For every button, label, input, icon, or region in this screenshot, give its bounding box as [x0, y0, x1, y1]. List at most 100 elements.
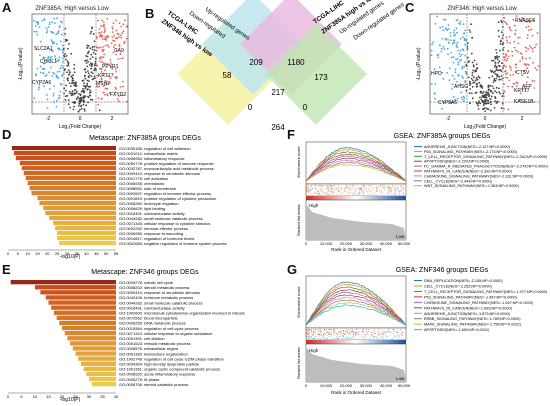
- volcano-point: [58, 47, 61, 50]
- volcano-point: [443, 48, 446, 51]
- bar: [70, 341, 116, 346]
- volcano-point: [507, 108, 510, 111]
- volcano-point: [496, 73, 498, 76]
- volcano-point: [516, 85, 518, 87]
- volcano-point: [497, 29, 500, 32]
- volcano-point: [459, 60, 461, 62]
- volcano-point: [441, 37, 444, 40]
- enrichment-curve: [305, 162, 407, 182]
- volcano-point: [494, 90, 496, 93]
- volcano-point: [33, 97, 36, 100]
- volcano-point: [501, 21, 503, 24]
- volcano-point: [513, 83, 516, 85]
- volcano-point: [489, 69, 492, 72]
- volcano-point: [46, 94, 48, 96]
- legend-entry: ERBB_SIGNALING_PATHWAY(NES=-1.789;NP=0.0…: [424, 317, 521, 321]
- volcano-point: [79, 108, 81, 111]
- legend-entry: CELL_CYCLE(NES=-2.444;NP=0.0000): [424, 179, 492, 183]
- bar-label: GO:0006954: inflammatory response: [119, 156, 185, 161]
- volcano-point: [54, 55, 56, 58]
- tick-label: 30: [87, 394, 92, 399]
- volcano-point: [434, 93, 436, 95]
- volcano-point: [504, 70, 507, 72]
- volcano-point: [100, 31, 103, 34]
- volcano-point: [494, 61, 497, 64]
- volcano-point: [512, 18, 515, 21]
- volcano-point: [454, 68, 457, 71]
- volcano-point: [431, 43, 433, 46]
- bar-label: GO:0051383: kinetochore organization: [119, 351, 188, 356]
- volcano-point: [104, 93, 106, 96]
- volcano-point: [97, 19, 99, 22]
- volcano-point: [90, 53, 93, 56]
- volcano-point: [106, 87, 109, 90]
- volcano-point: [70, 75, 73, 78]
- volcano-point: [507, 85, 509, 88]
- volcano-point: [99, 60, 101, 63]
- volcano-point: [536, 69, 538, 71]
- volcano-point: [519, 98, 522, 101]
- volcano-point: [533, 87, 536, 89]
- legend-entry: APOPTOSIS(NES=-2.224;NP=0.0000): [424, 160, 490, 164]
- volcano-point: [73, 105, 76, 108]
- bar-label: GO:1901361: organic cyclic compound cata…: [119, 367, 220, 372]
- volcano-point: [118, 36, 120, 38]
- volcano-point: [472, 65, 475, 68]
- volcano-point: [114, 91, 117, 93]
- volcano-point: [58, 70, 61, 73]
- bar-label: GO:1902749: regulation of cell cycle G2/…: [119, 356, 224, 361]
- volcano-point: [503, 59, 506, 61]
- volcano-point: [114, 86, 117, 89]
- volcano-point: [104, 79, 107, 82]
- volcano-point: [451, 42, 454, 45]
- volcano-point: [512, 73, 515, 76]
- volcano-point: [494, 79, 497, 82]
- volcano-point: [495, 52, 498, 54]
- volcano-point: [459, 38, 462, 40]
- venn-count: 173: [314, 73, 328, 82]
- volcano-point: [498, 87, 500, 90]
- volcano-point: [494, 100, 496, 102]
- volcano-point: [90, 75, 93, 78]
- volcano-point: [509, 29, 512, 32]
- volcano-point: [45, 27, 48, 30]
- volcano-point: [115, 70, 117, 73]
- volcano-point: [117, 98, 119, 100]
- volcano-point: [110, 42, 113, 45]
- xtick: 20,000: [340, 383, 353, 388]
- bar-label: GO:0002252: immune effector process: [119, 226, 188, 231]
- volcano-point: [521, 17, 524, 19]
- volcano-point: [122, 85, 124, 88]
- bar: [78, 356, 116, 361]
- volcano-point: [112, 22, 115, 24]
- tick-label: 25: [73, 394, 78, 399]
- gene-label: CHI3L1: [40, 59, 57, 65]
- enrichment-curve: [305, 281, 407, 326]
- volcano-point: [41, 19, 44, 22]
- volcano-point: [509, 66, 512, 69]
- volcano-point: [82, 103, 85, 106]
- xtick: 50,000: [398, 383, 411, 388]
- volcano-point: [513, 24, 516, 27]
- volcano-point: [83, 95, 85, 97]
- volcano-point: [455, 27, 458, 30]
- volcano-point: [476, 102, 478, 105]
- volcano-point: [452, 56, 455, 58]
- bar-label: GO:0006629: lipid binding: [119, 206, 165, 211]
- volcano-point: [500, 31, 503, 33]
- volcano-point: [56, 99, 58, 102]
- volcano-point: [49, 56, 52, 59]
- volcano-point: [86, 44, 89, 47]
- volcano-point: [118, 22, 121, 25]
- volcano-point: [449, 35, 452, 37]
- volcano-point: [69, 92, 72, 95]
- volcano-point: [122, 80, 124, 83]
- volcano-point: [77, 110, 80, 113]
- volcano-point: [525, 20, 528, 23]
- volcano-point: [100, 56, 102, 58]
- volcano-point: [477, 104, 480, 107]
- volcano-point: [121, 32, 123, 34]
- bar: [40, 290, 116, 295]
- tick-label: 0: [7, 251, 10, 256]
- bar-label: GO:0034364: high-density lipoprotein par…: [119, 362, 200, 367]
